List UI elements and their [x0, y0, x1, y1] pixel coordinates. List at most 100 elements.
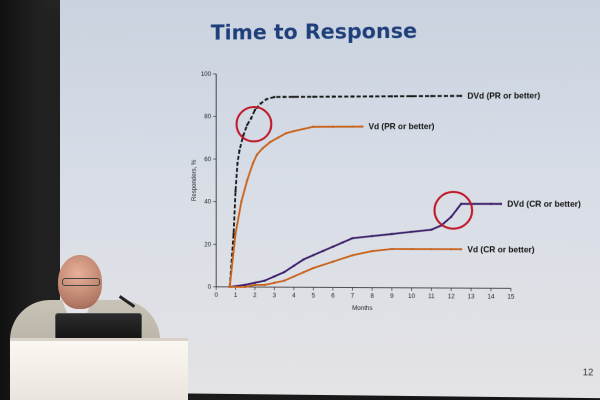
series-line-3 [230, 249, 461, 289]
y-tick-label: 60 [204, 157, 211, 163]
laptop [55, 313, 142, 341]
series-label-0: DVd (PR or better) [467, 91, 540, 101]
series-point-2 [460, 202, 463, 205]
series-point-2 [331, 245, 334, 248]
series-point-3 [351, 254, 354, 257]
series-point-1 [234, 232, 237, 235]
series-point-1 [312, 125, 315, 128]
y-tick-label: 20 [204, 242, 211, 248]
series-point-1 [292, 130, 295, 133]
presenter [0, 250, 200, 400]
series-point-3 [410, 248, 413, 251]
x-tick-label: 10 [408, 294, 416, 300]
series-point-1 [261, 147, 264, 150]
series-point-2 [351, 237, 354, 240]
x-tick-label: 6 [331, 294, 335, 300]
series-point-0 [450, 94, 453, 98]
series-point-0 [232, 232, 235, 235]
series-point-1 [255, 153, 258, 156]
series-point-3 [273, 281, 276, 284]
series-point-0 [351, 95, 354, 98]
at-risk-table-area [160, 313, 500, 344]
presenter-head [58, 255, 102, 309]
series-point-2 [283, 271, 286, 274]
series-point-0 [259, 102, 262, 105]
series-point-2 [273, 275, 276, 278]
series-point-2 [253, 281, 256, 284]
x-tick-label: 7 [351, 294, 355, 300]
highlight-circles [237, 106, 473, 229]
at-risk-table [160, 313, 500, 344]
series-point-0 [371, 95, 374, 98]
x-tick-label: 0 [214, 293, 218, 299]
chart-series [229, 95, 502, 290]
series-point-3 [244, 285, 247, 288]
series-label-3: Vd (CR or better) [467, 245, 535, 254]
presenter-glasses [62, 278, 100, 286]
series-point-3 [450, 248, 453, 251]
series-point-3 [228, 285, 231, 288]
x-tick-label: 2 [253, 293, 257, 299]
series-point-1 [277, 136, 280, 139]
series-point-2 [263, 279, 266, 282]
series-point-2 [244, 283, 247, 286]
x-tick-label: 3 [273, 293, 277, 299]
series-point-2 [410, 230, 413, 233]
series-point-3 [283, 279, 286, 282]
x-axis-label: Months [352, 306, 372, 312]
series-point-0 [430, 95, 433, 98]
series-point-3 [302, 271, 305, 274]
series-point-0 [234, 189, 237, 193]
x-tick-label: 8 [370, 294, 374, 300]
x-tick-label: 5 [312, 293, 316, 299]
series-point-0 [292, 95, 295, 98]
series-point-0 [410, 95, 413, 98]
series-point-0 [238, 149, 241, 152]
series-point-0 [236, 162, 239, 165]
x-tick-label: 12 [448, 294, 456, 300]
series-point-2 [322, 249, 325, 252]
series-point-3 [331, 260, 334, 263]
series-point-1 [269, 140, 272, 143]
series-point-2 [430, 228, 433, 231]
projection-screen: Time to Response 0 20 40 60 80 100 0 1 2 3 4 5 6 7 8 9 1… [60, 0, 600, 399]
series-point-0 [273, 95, 276, 99]
highlight-circle-cr [434, 192, 472, 229]
series-point-0 [253, 108, 256, 111]
series-point-1 [331, 125, 334, 128]
y-tick-label: 80 [204, 114, 211, 120]
x-tick-label: 15 [507, 294, 515, 300]
series-point-2 [312, 254, 315, 257]
series-point-3 [312, 267, 315, 270]
x-tick-label: 4 [292, 293, 296, 299]
y-tick-label: 100 [201, 72, 212, 78]
series-point-1 [240, 200, 243, 203]
series-point-2 [499, 202, 502, 205]
series-point-3 [263, 283, 266, 286]
series-line-2 [230, 204, 501, 289]
series-point-2 [489, 202, 493, 205]
series-point-2 [371, 235, 374, 238]
y-tick-label: 0 [208, 285, 212, 291]
series-point-2 [450, 215, 453, 218]
series-point-1 [302, 127, 305, 130]
series-point-3 [430, 248, 433, 251]
series-point-2 [390, 232, 393, 235]
y-tick-label: 40 [204, 200, 211, 206]
series-point-1 [246, 179, 249, 182]
x-tick-label: 14 [487, 294, 495, 300]
series-point-3 [371, 250, 374, 253]
chart-labels: DVd (PR or better) Vd (PR or better) DVd (… [369, 91, 582, 254]
series-point-0 [460, 94, 463, 97]
y-axis-label: Responders, % [192, 159, 198, 201]
series-point-2 [302, 258, 305, 261]
series-point-3 [390, 248, 393, 251]
series-point-3 [253, 283, 256, 286]
series-point-0 [312, 95, 315, 98]
series-point-2 [341, 241, 344, 244]
x-tick-label: 13 [468, 294, 476, 300]
series-point-0 [250, 117, 253, 120]
